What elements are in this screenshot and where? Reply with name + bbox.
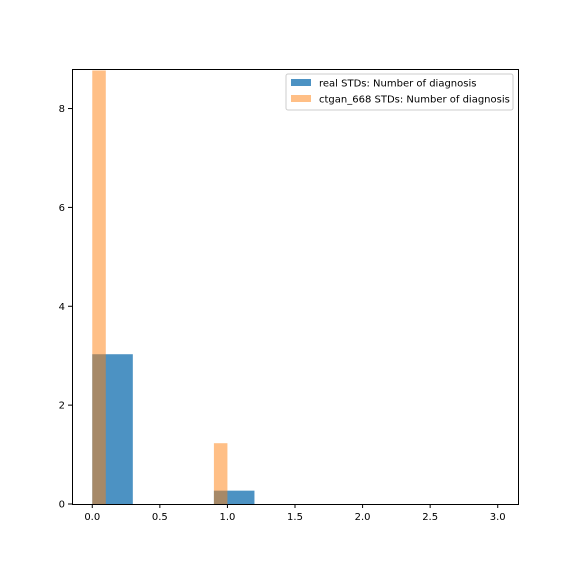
bars-layer [92,70,255,504]
x-tick-label: 3.0 [490,512,506,523]
legend-label: real STDs: Number of diagnosis [319,79,476,90]
x-tick-label: 1.0 [219,512,235,523]
y-tick-label: 6 [59,203,65,214]
bar-series-1-bin-1 [213,443,228,504]
y-axis-ticks: 0 2 4 6 8 [59,104,72,511]
x-tick-label: 2.0 [355,512,371,523]
x-tick-label: 2.5 [422,512,438,523]
y-tick-label: 8 [59,104,65,115]
legend-box [285,73,514,111]
plot-frame [72,69,519,505]
legend-label: ctgan_668 STDs: Number of diagnosis [319,95,510,106]
x-tick-label: 1.5 [287,512,303,523]
y-tick-label: 4 [59,302,65,313]
bar-series-1-bin-0 [92,70,106,504]
x-tick-label: 0.5 [152,512,168,523]
y-tick-label: 0 [59,500,65,511]
legend-swatch [291,95,311,102]
y-tick-label: 2 [59,401,65,412]
x-tick-label: 0.0 [84,512,100,523]
legend-swatch [291,79,311,86]
legend: real STDs: Number of diagnosis ctgan_668 … [285,73,514,111]
